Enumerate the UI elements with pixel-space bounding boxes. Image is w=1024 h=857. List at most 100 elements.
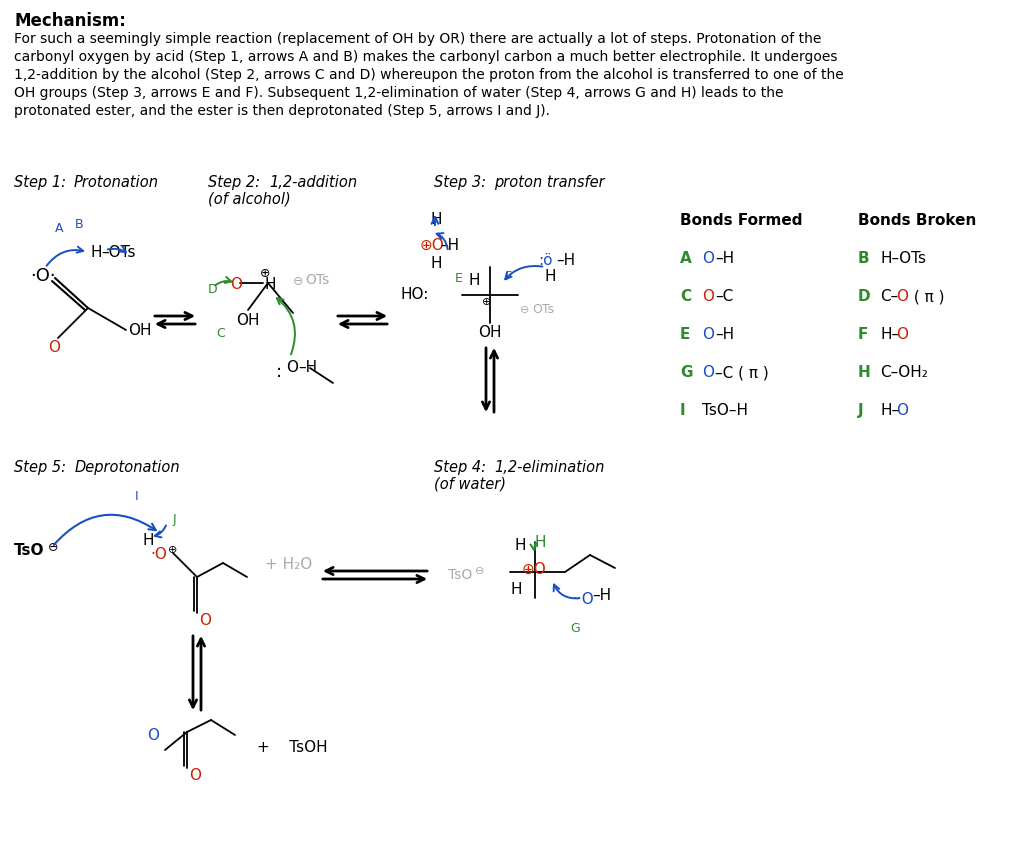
- Text: H: H: [510, 582, 521, 597]
- Text: Deprotonation: Deprotonation: [75, 460, 180, 475]
- Text: O: O: [48, 340, 60, 355]
- Text: –C ( π ): –C ( π ): [715, 365, 769, 380]
- Text: O: O: [230, 277, 242, 292]
- Text: O: O: [199, 613, 211, 628]
- Text: H–OTs: H–OTs: [880, 251, 926, 266]
- Text: OH: OH: [236, 313, 259, 328]
- Text: E: E: [680, 327, 690, 342]
- Text: O: O: [286, 360, 298, 375]
- Text: TsO: TsO: [449, 568, 472, 582]
- Text: A: A: [55, 222, 63, 235]
- Text: Bonds Formed: Bonds Formed: [680, 213, 803, 228]
- Text: Step 2:: Step 2:: [208, 175, 260, 190]
- Text: OH groups (Step 3, arrows E and F). Subsequent 1,2-elimination of water (Step 4,: OH groups (Step 3, arrows E and F). Subs…: [14, 86, 783, 100]
- Text: For such a seemingly simple reaction (replacement of OH by OR) there are actuall: For such a seemingly simple reaction (re…: [14, 32, 821, 46]
- Text: H: H: [858, 365, 870, 380]
- Text: OTs: OTs: [532, 303, 554, 316]
- Text: O: O: [702, 365, 714, 380]
- Text: ··O: ··O: [572, 592, 594, 607]
- Text: O: O: [702, 251, 714, 266]
- Text: O: O: [147, 728, 159, 743]
- Text: H: H: [544, 269, 555, 284]
- Text: (of water): (of water): [434, 476, 506, 491]
- Text: F: F: [505, 270, 512, 283]
- Text: C: C: [680, 289, 691, 304]
- Text: carbonyl oxygen by acid (Step 1, arrows A and B) makes the carbonyl carbon a muc: carbonyl oxygen by acid (Step 1, arrows …: [14, 50, 838, 64]
- Text: G: G: [680, 365, 692, 380]
- Text: 1,2-elimination: 1,2-elimination: [494, 460, 604, 475]
- Text: ⊖: ⊖: [48, 541, 58, 554]
- Text: B: B: [75, 218, 84, 231]
- Text: Step 4:: Step 4:: [434, 460, 486, 475]
- Text: Protonation: Protonation: [74, 175, 159, 190]
- Text: C–OH₂: C–OH₂: [880, 365, 928, 380]
- Text: –C: –C: [715, 289, 733, 304]
- Text: H: H: [430, 212, 441, 227]
- Text: HO:: HO:: [400, 287, 428, 302]
- Text: ⊖: ⊖: [475, 566, 484, 576]
- Text: OTs: OTs: [305, 273, 330, 287]
- Text: F: F: [858, 327, 868, 342]
- Text: H: H: [264, 277, 275, 292]
- Text: E: E: [455, 272, 463, 285]
- Text: ( π ): ( π ): [909, 289, 944, 304]
- Text: TsO: TsO: [14, 543, 44, 558]
- Text: ·O·: ·O·: [30, 267, 55, 285]
- Text: H: H: [430, 256, 441, 271]
- Text: OH: OH: [128, 323, 152, 338]
- Text: OH: OH: [478, 325, 502, 340]
- Text: A: A: [680, 251, 692, 266]
- Text: ⊖: ⊖: [520, 305, 529, 315]
- Text: Mechanism:: Mechanism:: [14, 12, 126, 30]
- Text: H: H: [535, 535, 547, 550]
- Text: ⊕: ⊕: [260, 267, 270, 280]
- Text: ⊕: ⊕: [482, 297, 492, 307]
- Text: Bonds Broken: Bonds Broken: [858, 213, 976, 228]
- Text: J: J: [858, 403, 863, 418]
- Text: 1,2-addition: 1,2-addition: [269, 175, 357, 190]
- Text: O: O: [702, 327, 714, 342]
- Text: ⊖: ⊖: [293, 275, 303, 288]
- Text: B: B: [858, 251, 869, 266]
- Text: protonated ester, and the ester is then deprotonated (Step 5, arrows I and J).: protonated ester, and the ester is then …: [14, 104, 550, 118]
- Text: –H: –H: [440, 238, 459, 253]
- Text: 1,2-addition by the alcohol (Step 2, arrows C and D) whereupon the proton from t: 1,2-addition by the alcohol (Step 2, arr…: [14, 68, 844, 82]
- Text: ⊕: ⊕: [168, 545, 177, 555]
- Text: –H: –H: [715, 251, 734, 266]
- Text: –H: –H: [298, 360, 317, 375]
- Text: Step 1:: Step 1:: [14, 175, 66, 190]
- Text: ⊕O: ⊕O: [522, 562, 547, 577]
- Text: J: J: [173, 513, 176, 526]
- Text: C–: C–: [880, 289, 898, 304]
- Text: + H₂O: + H₂O: [265, 557, 312, 572]
- Text: Step 5:: Step 5:: [14, 460, 66, 475]
- Text: I: I: [680, 403, 686, 418]
- Text: +    TsOH: + TsOH: [257, 740, 328, 755]
- Text: –H: –H: [715, 327, 734, 342]
- Text: G: G: [570, 622, 580, 635]
- Text: I: I: [135, 490, 138, 503]
- Text: H: H: [143, 533, 155, 548]
- Text: Step 3:: Step 3:: [434, 175, 486, 190]
- Text: (of alcohol): (of alcohol): [208, 191, 291, 206]
- Text: C: C: [216, 327, 224, 340]
- Text: proton transfer: proton transfer: [494, 175, 604, 190]
- Text: ⊕O: ⊕O: [420, 238, 444, 253]
- Text: TsO–H: TsO–H: [702, 403, 748, 418]
- Text: –H: –H: [556, 253, 575, 268]
- Text: O: O: [896, 327, 908, 342]
- Text: –H: –H: [592, 588, 611, 603]
- Text: H–: H–: [880, 403, 899, 418]
- Text: O: O: [896, 289, 908, 304]
- Text: D: D: [858, 289, 870, 304]
- Text: H: H: [468, 273, 479, 288]
- Text: :ö: :ö: [538, 253, 553, 268]
- Text: –OTs: –OTs: [101, 245, 135, 260]
- Text: ·O: ·O: [150, 547, 167, 562]
- Text: H–: H–: [880, 327, 899, 342]
- Text: :: :: [276, 363, 283, 381]
- Text: O: O: [702, 289, 714, 304]
- Text: H: H: [515, 538, 526, 553]
- Text: O: O: [189, 768, 201, 783]
- Text: D: D: [208, 283, 218, 296]
